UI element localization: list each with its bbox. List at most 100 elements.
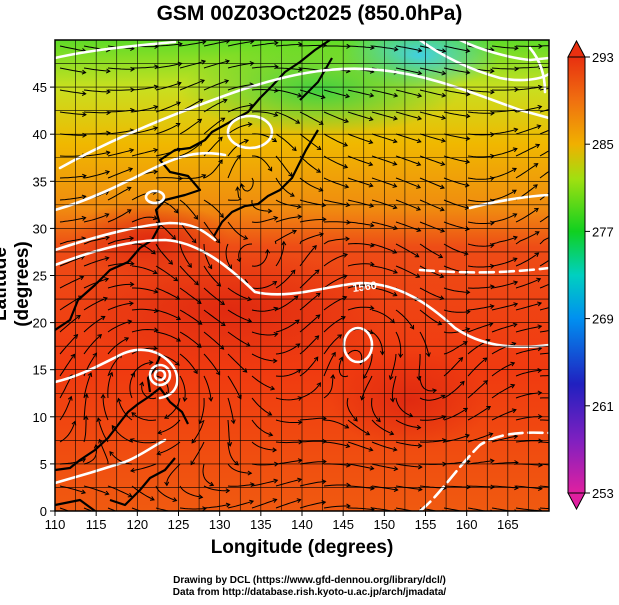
streamline-arrowhead [369,203,375,208]
streamline-arrowhead [105,170,111,175]
streamline-arrowhead [369,92,375,98]
streamline-arrowhead [353,416,358,422]
streamline [107,67,134,70]
streamline [164,397,181,419]
streamline-arrowhead [562,464,566,468]
streamline-arrowhead [249,499,255,505]
streamline [443,67,470,74]
streamline-arrowhead [156,450,162,456]
streamline-arrowhead [131,412,136,417]
streamline-arrowhead [273,40,279,46]
y-tick-label: 40 [33,127,47,142]
streamline-arrowhead [81,215,87,221]
streamline [227,353,248,373]
streamline-arrowhead [459,380,465,386]
streamline-arrowhead [465,136,471,141]
streamline [515,86,542,91]
streamline [107,372,113,399]
streamline-arrowhead [316,145,322,151]
streamline [131,328,158,333]
streamline-arrowhead [81,489,87,495]
streamline [491,342,516,355]
streamline [132,287,158,293]
streamline [491,168,517,179]
streamline-arrowhead [171,235,177,240]
streamline-arrowhead [330,374,336,379]
streamline-arrowhead [249,61,255,66]
streamline [155,331,181,342]
streamline-arrowhead [343,164,349,169]
streamline [155,309,181,320]
streamline-arrowhead [537,368,543,373]
streamline [179,141,203,157]
streamline-arrowhead [465,48,471,54]
streamline [491,67,519,70]
streamline-arrowhead [534,252,540,257]
streamline-arrowhead [105,235,110,241]
streamline-arrowhead [220,321,226,327]
streamline [391,375,397,402]
streamline-arrowhead [200,79,206,84]
streamline [107,237,134,245]
streamline-arrowhead [368,161,374,167]
streamline-arrowhead [368,116,374,122]
streamline-arrowhead [153,148,159,153]
streamline [443,357,463,377]
streamline [227,40,254,47]
streamline [361,375,373,400]
streamline [203,265,221,287]
streamline [443,341,468,355]
streamline [539,215,549,223]
streamline-arrowhead [465,309,471,315]
y-tick-label: 35 [33,174,47,189]
streamline [467,406,491,421]
streamline-arrowhead [290,192,295,197]
streamline [131,308,158,312]
streamline-arrowhead [222,98,228,104]
streamline-arrowhead [296,204,302,210]
streamline-arrowhead [409,324,415,330]
streamline [155,62,182,69]
colorbar-tick-label: 277 [592,224,614,239]
streamline-arrowhead [562,397,566,401]
streamline [179,331,202,348]
streamline-arrowhead [148,360,154,366]
streamline [467,89,494,93]
streamline-arrowhead [512,322,518,328]
streamline [83,213,109,223]
streamline-arrowhead [176,337,182,342]
streamline-arrowhead [151,249,156,255]
streamline [323,111,349,123]
streamline-arrowhead [439,273,445,279]
streamline [275,419,302,423]
streamline-arrowhead [97,334,103,339]
streamline-arrowhead [70,353,76,359]
streamline-arrowhead [369,305,375,311]
streamline [539,66,549,69]
streamline [299,155,321,173]
streamline [419,394,445,401]
streamline [227,123,252,135]
streamline [516,66,543,69]
streamline [539,441,549,444]
streamline-arrowhead [247,318,253,323]
colorbar-tick-label: 253 [592,486,614,501]
streamline [107,168,133,179]
streamline [389,353,397,380]
streamline-arrowhead [149,496,155,501]
streamline-arrowhead [296,498,302,504]
streamline [491,45,518,49]
streamline-arrowhead [562,442,566,446]
streamline-arrowhead [178,41,183,47]
streamline-arrowhead [368,329,374,334]
streamline [251,249,269,267]
streamline-arrowhead [81,91,87,96]
streamline [419,243,443,258]
streamline [443,133,470,140]
streamline-arrowhead [369,222,375,228]
streamline-arrowhead [416,424,422,430]
streamline [131,361,153,377]
streamline-arrowhead [562,42,566,46]
streamline [491,236,518,245]
colorbar-tick-label: 285 [592,137,614,152]
